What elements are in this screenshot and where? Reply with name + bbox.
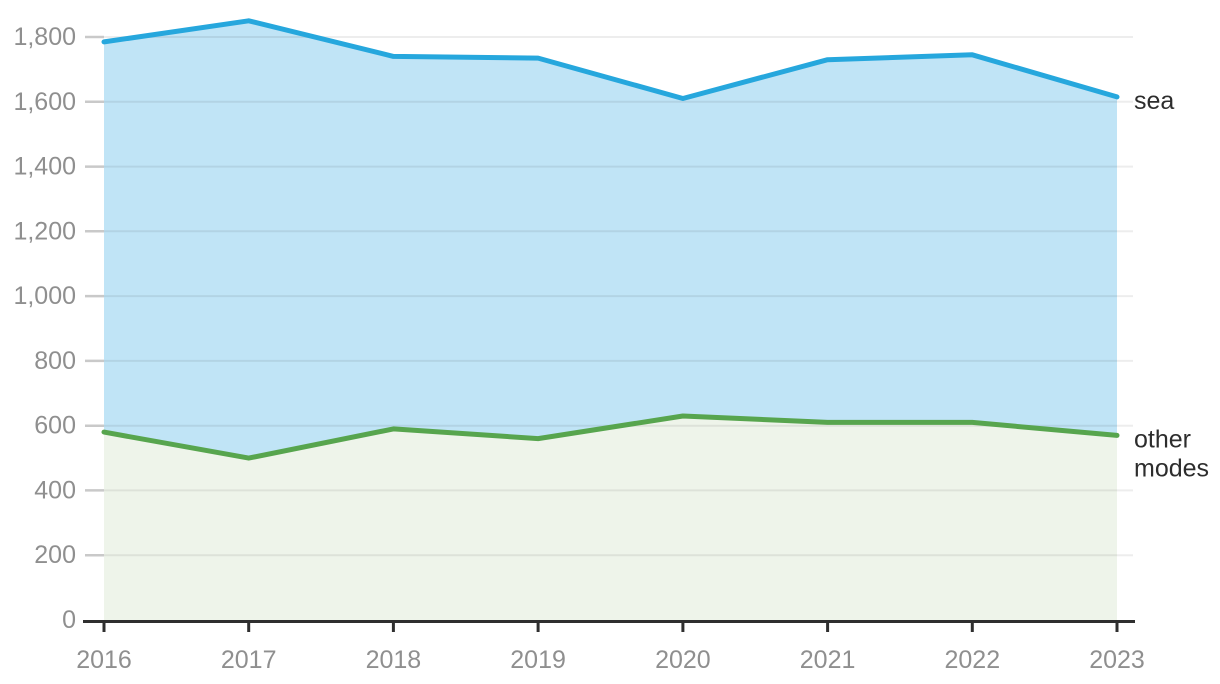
x-tick-label: 2018 [366,646,422,674]
labels-layer: 0 200 400 600 800 1,000 1,200 1,400 1,600 1,800 20… [13,23,1144,674]
other-modes-area [104,416,1117,620]
x-tick-label: 2022 [944,646,1000,674]
x-tick-label: 2023 [1089,646,1145,674]
x-tick-label: 2020 [655,646,711,674]
areas-layer [104,20,1117,621]
y-tick-label: 0 [62,606,76,634]
y-tick-label: 600 [34,412,76,440]
series-label-other-modes: other [1134,425,1191,453]
series-label-other-modes: modes [1134,454,1209,482]
y-tick-label: 1,600 [13,88,76,116]
y-tick-label: 1,800 [13,23,76,51]
x-tick-label: 2017 [221,646,277,674]
y-tick-label: 200 [34,541,76,569]
sea-line [101,18,1120,101]
series-label-sea: sea [1134,87,1174,115]
lines-layer [101,18,1120,461]
y-tick-label: 1,200 [13,217,76,245]
other-modes-line [101,413,1120,461]
x-tick-label: 2019 [510,646,566,674]
axis-layer [83,620,1135,632]
y-tick-label: 1,000 [13,282,76,310]
x-tick-label: 2016 [76,646,132,674]
y-tick-label: 800 [34,347,76,375]
y-tick-label: 400 [34,476,76,504]
grid-layer [85,35,1133,557]
y-tick-label: 1,400 [13,153,76,181]
x-tick-label: 2021 [800,646,856,674]
